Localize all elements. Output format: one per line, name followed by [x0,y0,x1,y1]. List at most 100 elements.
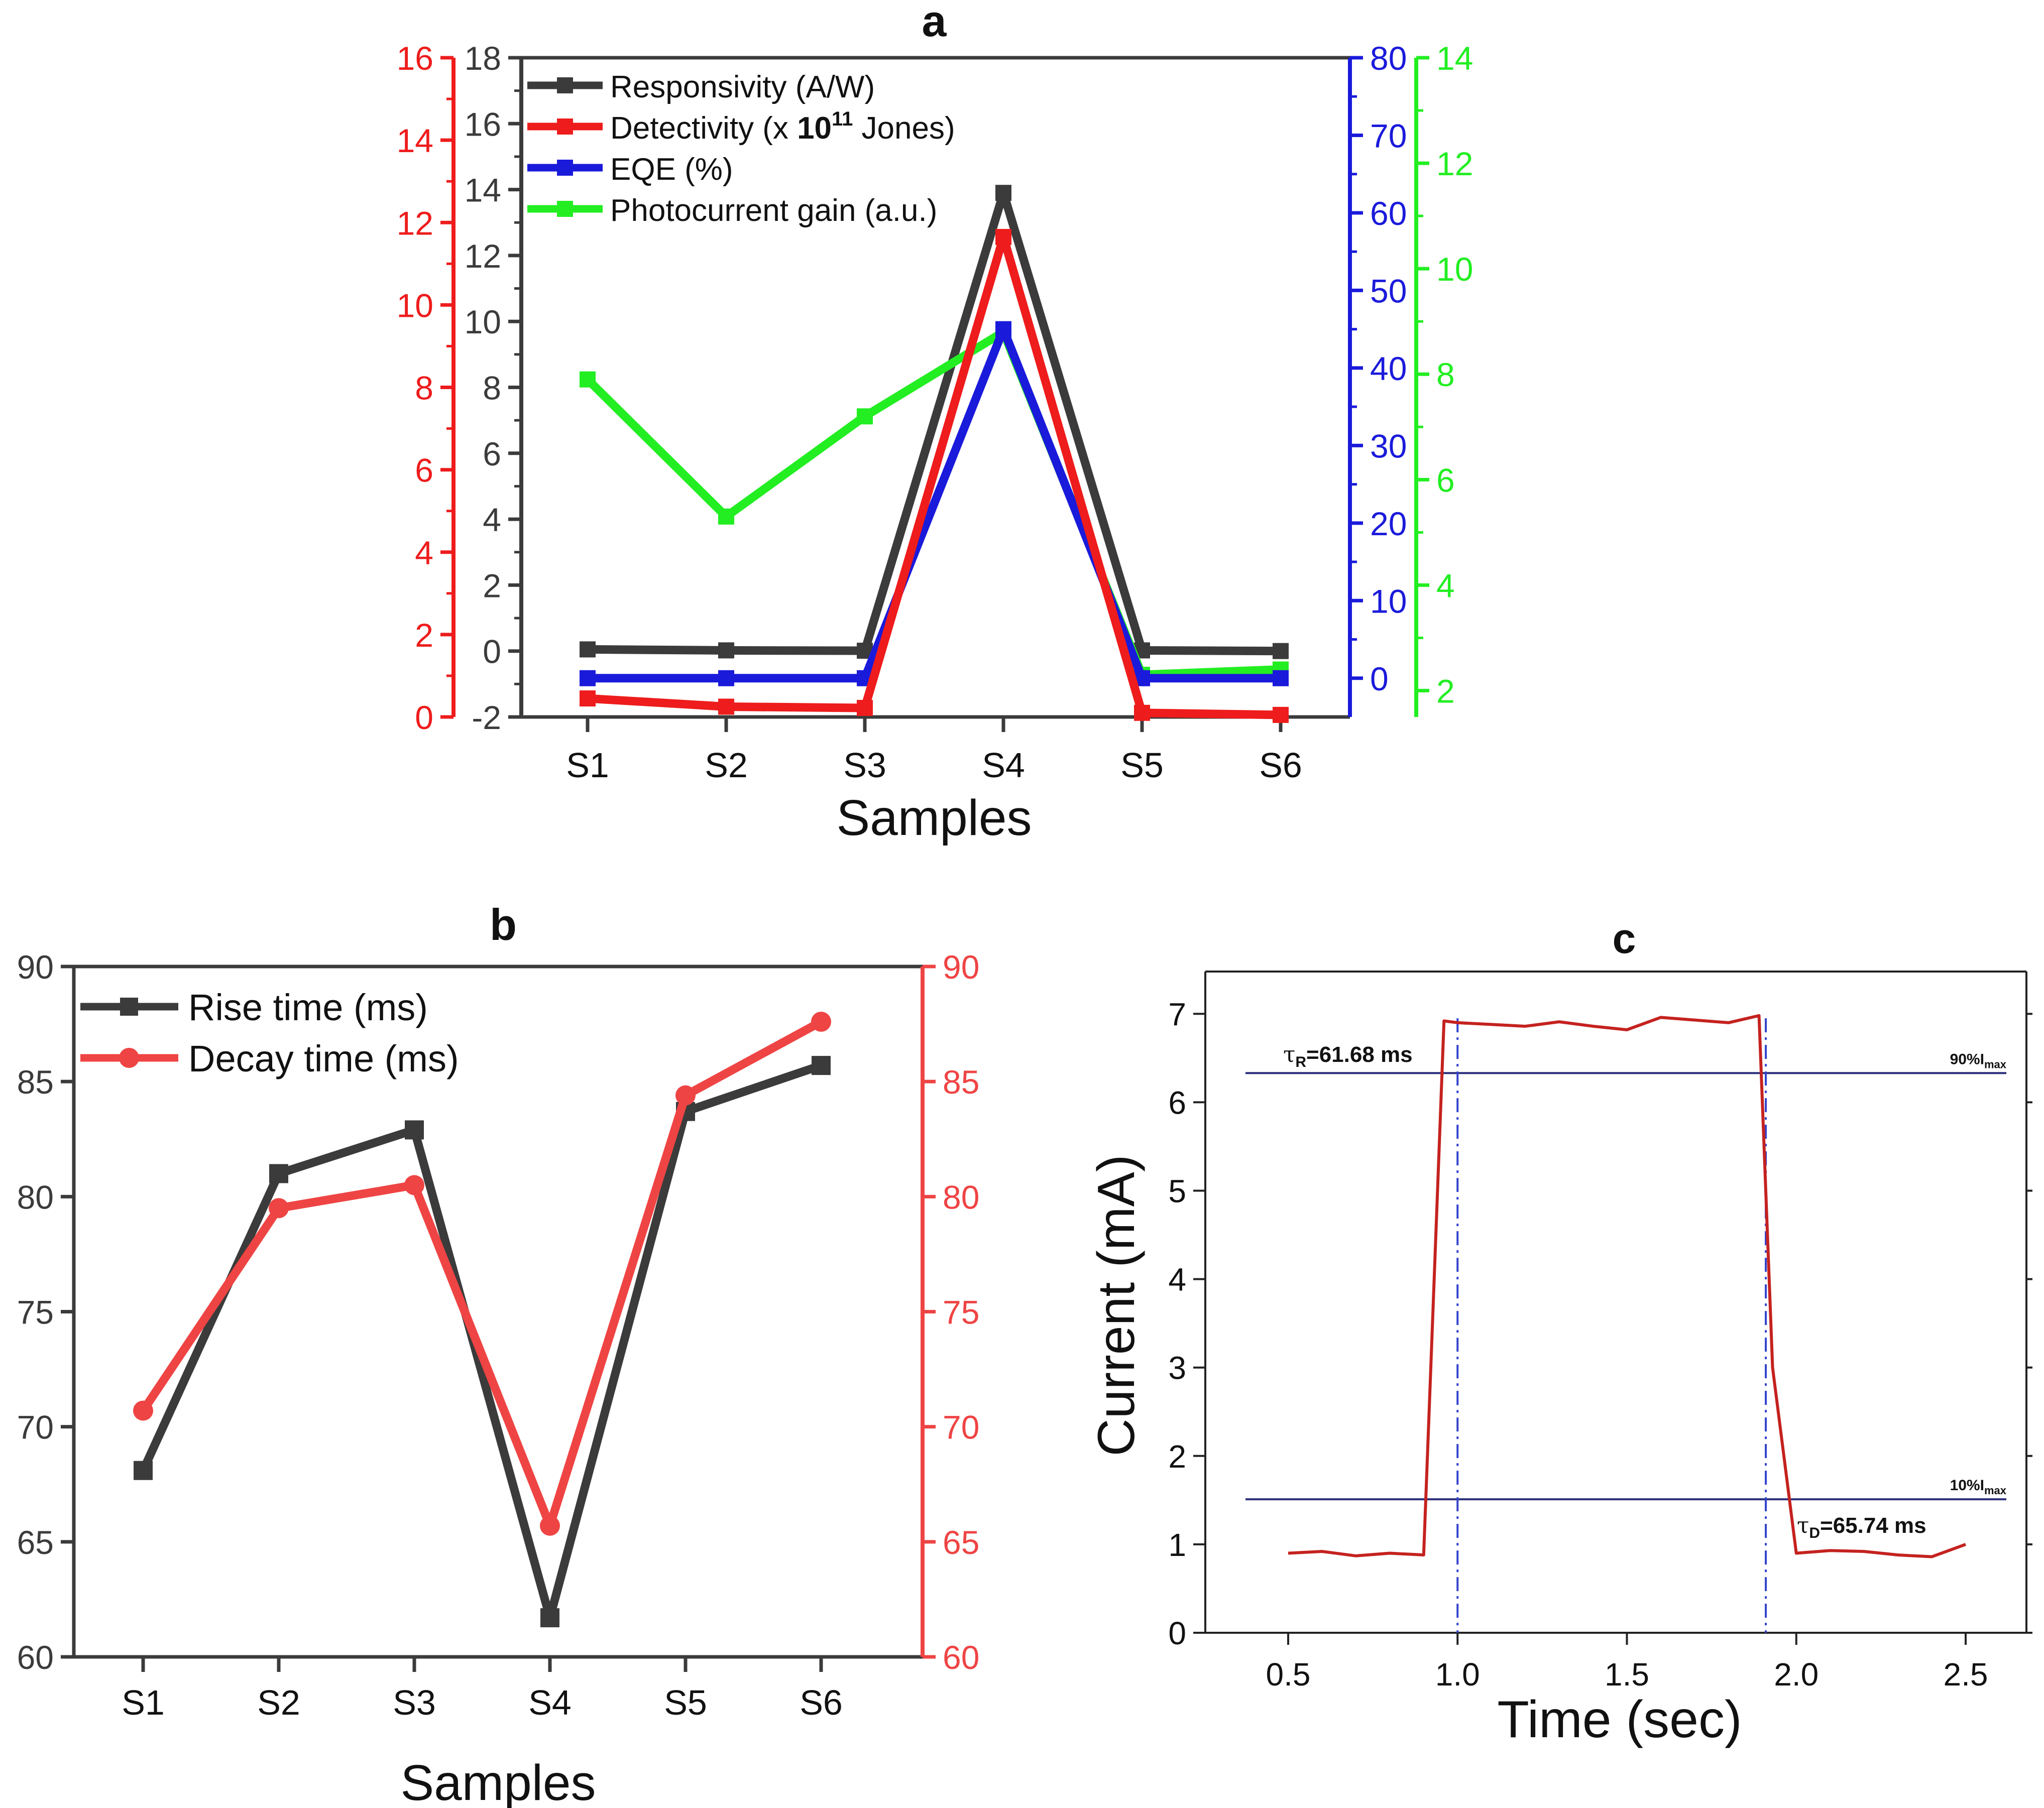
tick-label-left_red: 10 [397,287,433,324]
tick-label-right_blue: 70 [1370,117,1407,154]
data-point-s2 [718,670,734,686]
x-tick-label: 2.5 [1944,1656,1988,1693]
data-point-s0 [1273,643,1289,659]
axis-left_red: 0 2 4 6 8 10 12 14 16 [397,40,456,736]
tick-label-right_green: 10 [1436,251,1473,288]
tick-label-left_red: 8 [415,370,433,407]
data-point-s2 [580,670,596,686]
legend-label-text: Photocurrent gain (a.u.) [610,193,937,228]
tick-label-left_red: 12 [397,204,433,242]
data-point-s1 [718,698,734,715]
threshold-label-sub: max [1984,1058,2007,1070]
tick-label-left_black: 2 [483,567,501,604]
legend-marker [557,118,573,135]
legend-label-text: Responsivity (A/W) [610,70,875,104]
x-axis-title: Samples [400,1755,596,1808]
annotation-symbol: τ [1797,1513,1809,1538]
threshold-label-main: 90%I [1950,1051,1984,1067]
tick-label-left_red: 6 [415,452,433,489]
data-point-s3 [718,508,734,525]
x-axis-title: Samples [836,790,1032,846]
x-tick-label: 2.0 [1774,1656,1819,1693]
panel-b: b 60 65 70 75 80 85 90 60 65 70 75 80 85 90 S1 S2 S3 S4 S5 S… [17,900,980,1808]
legend-label-bold: 10 [797,111,832,146]
tick-label-b: 60 [17,1639,54,1676]
legend-label-text: EQE (%) [610,152,733,187]
tick-label-b: 60 [943,1639,979,1676]
legend-label: Rise time (ms) [188,987,428,1028]
data-point-s3 [857,408,873,425]
tick-label-b: 75 [17,1294,54,1331]
annotation-text: =61.68 ms [1306,1042,1413,1067]
tick-label-b: 90 [17,948,54,986]
y-tick-label: 2 [1168,1438,1186,1475]
axis-left_black: -2 0 2 4 6 8 10 12 14 16 18 [465,40,523,736]
axis-right_green: 2 4 6 8 10 12 14 [1414,40,1473,717]
series-line-3 [585,327,1281,679]
tick-label-right_green: 6 [1436,461,1455,499]
data-point-b1 [675,1085,696,1106]
panel-c-title: c [1613,915,1636,962]
x-tick-label: 1.0 [1435,1656,1480,1693]
tick-label-right_green: 14 [1436,40,1473,77]
annotation-text: =65.74 ms [1820,1513,1926,1538]
data-point-s3 [580,371,596,388]
legend-a: Responsivity (A/W) Detectivity (x 1011 Jo… [527,70,955,228]
x-axis-title: Time (sec) [1497,1691,1742,1749]
tick-label-right_green: 4 [1436,567,1455,604]
legend-label: Photocurrent gain (a.u.) [610,193,937,228]
annotation-symbol: τ [1283,1042,1295,1067]
data-point-b1 [404,1175,424,1195]
x-tick-label: S4 [528,1683,572,1722]
panel-a-title: a [922,0,947,46]
tick-label-right_green: 2 [1436,672,1455,709]
x-tick-label: S4 [982,746,1025,785]
tick-label-left_red: 4 [415,534,433,571]
data-point-b1 [540,1515,560,1536]
y-tick-label: 4 [1168,1262,1186,1298]
tick-label-b: 65 [17,1524,54,1561]
legend-label-text: Detectivity (x [610,111,797,146]
x-tick-label: S3 [843,746,886,785]
x-tick-label: S2 [257,1683,300,1722]
data-point-s1 [580,690,596,707]
tick-label-right_blue: 10 [1370,582,1407,620]
series-line-1 [139,1018,824,1530]
data-point-s2 [995,321,1011,337]
tick-label-left_red: 14 [397,122,433,159]
legend-marker [557,160,573,176]
tick-label-left_black: 12 [465,237,501,275]
tick-label-left_black: -2 [472,699,501,736]
data-point-s0 [580,641,596,658]
y-tick-label: 6 [1168,1084,1186,1121]
tick-label-right_blue: 60 [1370,195,1407,232]
tick-label-right_green: 12 [1436,145,1473,182]
data-point-b0 [405,1120,424,1140]
data-point-s1 [1134,704,1150,721]
series-line-2 [588,325,1281,683]
x-tick-label: S3 [393,1683,436,1722]
data-point-s0 [718,642,734,659]
tick-label-b: 80 [943,1178,979,1216]
x-tick-label: S5 [1120,746,1164,785]
axis-right_blue: 0 10 20 30 40 50 60 70 80 [1348,40,1407,717]
legend-label-end: Jones) [853,111,955,146]
y-tick-label: 5 [1168,1173,1186,1210]
series-line-0 [139,1061,823,1622]
tick-label-left_black: 16 [465,105,501,143]
legend-b: Rise time (ms) Decay time (ms) [80,987,459,1079]
legend-marker [120,998,138,1016]
legend-marker [119,1048,139,1068]
data-point-b1 [269,1198,289,1219]
x-tick-label: S6 [1259,746,1302,785]
x-tick-label: S2 [705,746,748,785]
data-point-b0 [812,1056,831,1075]
legend-marker [557,201,573,217]
tick-label-right_blue: 20 [1370,505,1407,542]
data-point-s1 [857,699,873,716]
tick-label-right_green: 8 [1436,356,1455,393]
legend-label: Decay time (ms) [188,1038,459,1079]
x-tick-label: S6 [800,1683,843,1722]
data-point-b0 [269,1164,288,1183]
x-tick-label: S1 [566,746,609,785]
